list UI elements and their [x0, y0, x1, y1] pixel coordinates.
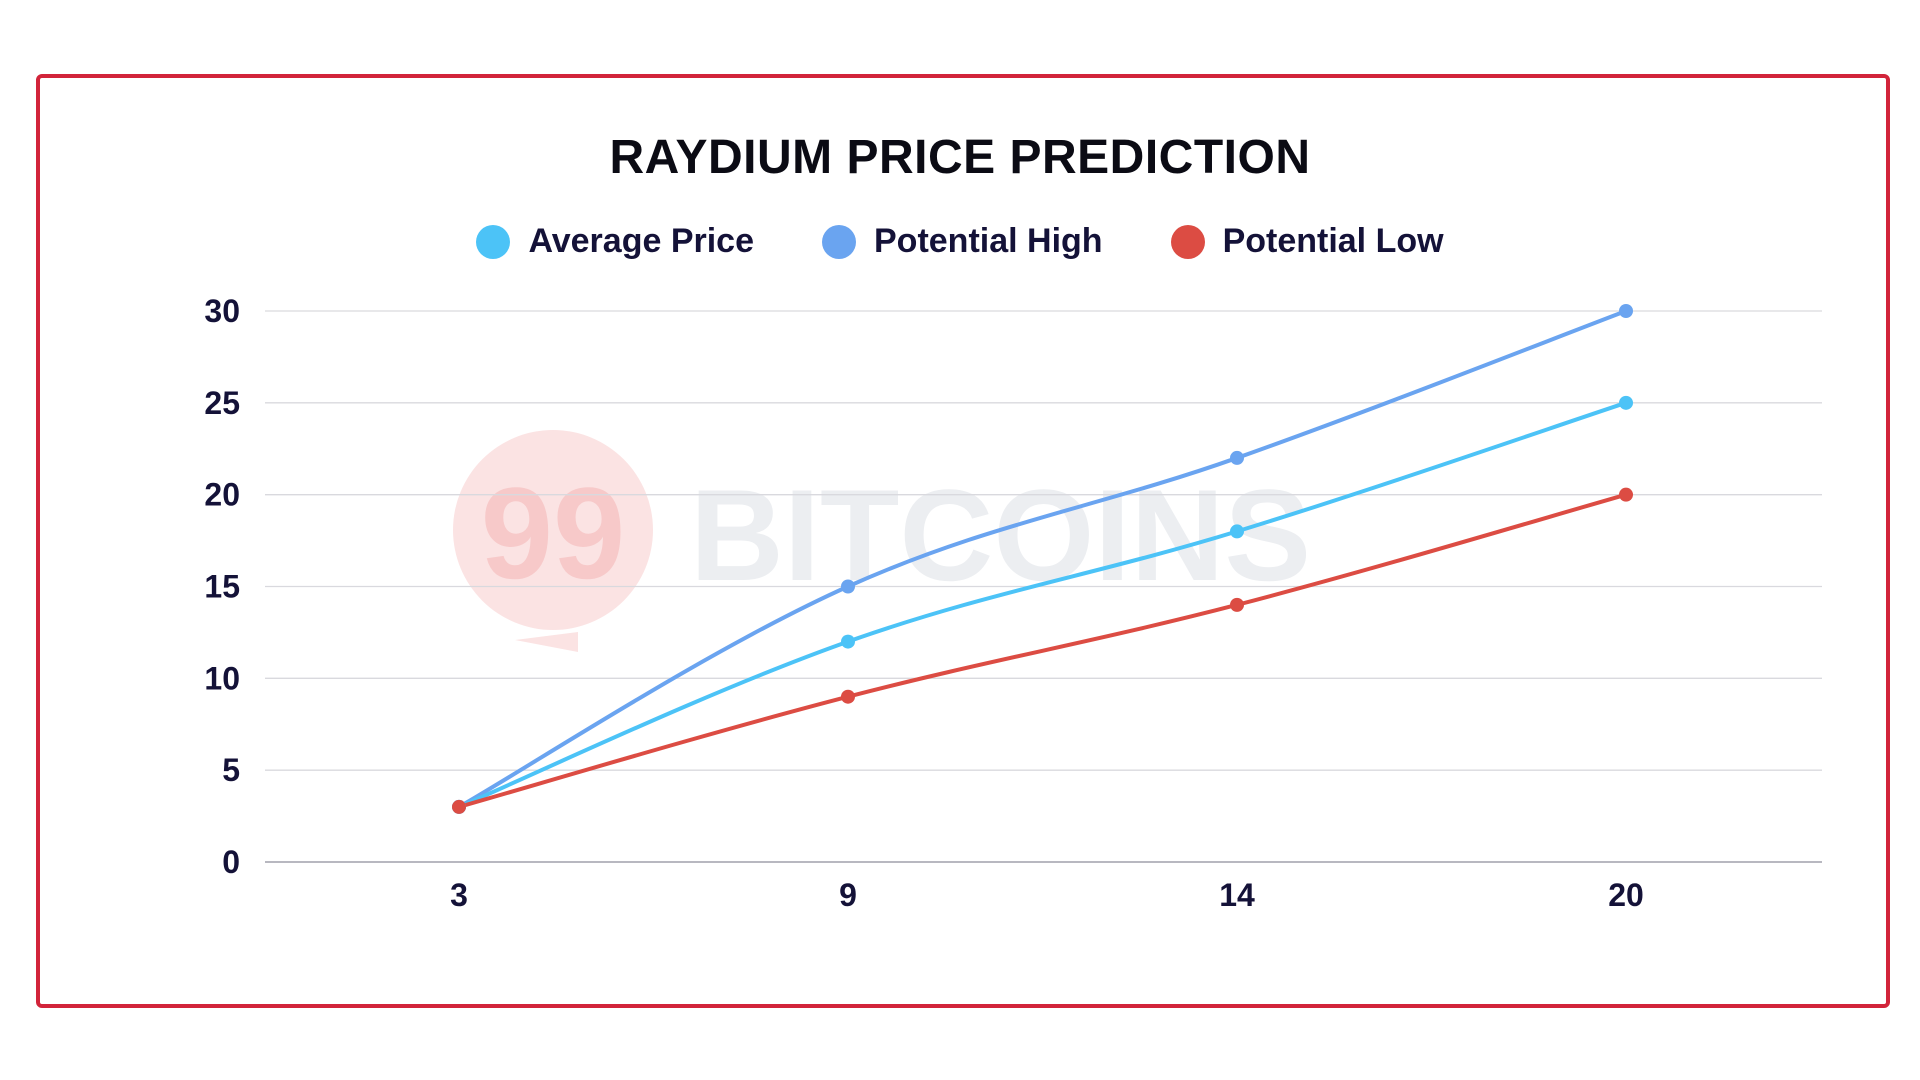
chart-title: RAYDIUM PRICE PREDICTION: [609, 131, 1311, 184]
legend-item-low: Potential Low: [1170, 222, 1444, 261]
data-point-potential-high-14: [1230, 450, 1244, 465]
legend-marker-low: [1170, 224, 1205, 259]
x-tick-label-9: 9: [839, 877, 857, 913]
grid: [265, 310, 1822, 863]
data-point-potential-high-9: [841, 579, 855, 594]
data-point-potential-low-20: [1619, 487, 1633, 502]
series-line-potential-high: [457, 309, 1628, 809]
watermark-logo: [453, 430, 653, 630]
y-tick-label-15: 15: [204, 569, 240, 605]
x-axis: 3 9 14 20: [450, 877, 1644, 913]
y-tick-label-30: 30: [204, 293, 240, 329]
legend-item-high: Potential High: [822, 222, 1103, 261]
watermark-logo-tail: [515, 632, 578, 652]
x-tick-label-14: 14: [1219, 877, 1255, 913]
data-point-potential-low-9: [841, 689, 855, 704]
legend-marker-average: [476, 224, 511, 259]
watermark-logo-text: 99: [481, 460, 626, 606]
y-tick-label-20: 20: [204, 477, 240, 513]
data-point-average-price-20: [1619, 395, 1633, 410]
y-tick-label-10: 10: [204, 660, 240, 696]
series-line-average-price: [457, 400, 1628, 809]
watermark: 99 BITCOINS: [453, 430, 1311, 652]
data-point-average-price-14: [1230, 524, 1244, 539]
series-group: [452, 304, 1633, 814]
legend-label-low: Potential Low: [1222, 222, 1444, 260]
data-point-potential-low-14: [1230, 597, 1244, 612]
data-point-average-price-9: [841, 634, 855, 649]
data-point-potential-low-3: [452, 799, 466, 814]
legend-label-average: Average Price: [528, 222, 754, 260]
y-tick-label-5: 5: [222, 752, 240, 788]
legend-label-high: Potential High: [874, 222, 1103, 260]
x-tick-label-20: 20: [1608, 877, 1644, 913]
y-tick-label-0: 0: [222, 844, 240, 880]
series-line-potential-low: [457, 492, 1628, 809]
chart-legend: Average Price Potential High Potential L…: [0, 222, 1920, 261]
data-point-potential-high-20: [1619, 304, 1633, 318]
legend-item-average: Average Price: [476, 222, 754, 261]
legend-marker-high: [822, 224, 856, 259]
y-tick-label-25: 25: [204, 385, 240, 421]
x-tick-label-3: 3: [450, 877, 468, 913]
watermark-text: BITCOINS: [690, 462, 1311, 608]
y-axis: 0 5 10 15 20 25 30: [204, 293, 240, 880]
